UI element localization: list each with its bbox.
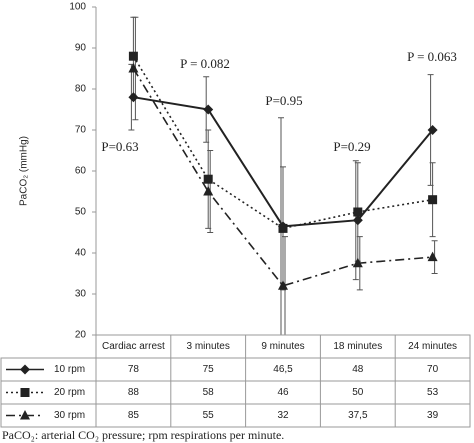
marker [203,186,214,196]
marker [128,63,139,73]
annotation: P=0.63 [101,139,138,154]
table-cell: 32 [277,410,289,421]
legend-marker [20,364,30,375]
table-cell: 78 [128,364,140,375]
y-tick-label: 100 [69,2,86,13]
marker [352,257,363,268]
y-tick-label: 80 [75,84,87,95]
table-cell: 46,5 [273,364,293,375]
marker [203,104,214,115]
marker [428,195,438,205]
marker [278,280,288,290]
y-axis-label: PaCO₂ (mmHg) [19,136,30,206]
caption: PaCO₂: arterial CO₂ pressure; rpm respir… [2,428,284,442]
x-tick-label: Cardiac arrest [102,341,165,352]
table-cell: 50 [352,387,364,398]
marker [128,92,139,103]
annotation: P=0.29 [333,139,370,154]
annotation: P=0.95 [265,93,302,108]
y-tick-label: 70 [75,125,87,136]
y-tick-label: 90 [75,43,87,54]
legend-label: 10 rpm [54,364,85,375]
y-tick-label: 60 [75,166,87,177]
marker [427,251,438,262]
table-cell: 37,5 [348,410,368,421]
marker [128,51,138,61]
x-tick-label: 3 minutes [187,341,230,352]
table-cell: 70 [427,364,439,375]
marker [353,207,363,217]
series-line [132,55,433,230]
legend-label: 20 rpm [54,387,85,398]
legend-marker [20,388,30,397]
table-cell: 46 [277,387,289,398]
y-tick-label: 50 [75,207,87,218]
table-cell: 75 [203,364,215,375]
table-cell: 85 [128,410,140,421]
series-line [132,68,433,287]
legend-marker [20,410,30,420]
legend-label: 30 rpm [54,410,85,421]
x-tick-label: 9 minutes [261,341,304,352]
table-cell: 48 [352,364,364,375]
marker [352,215,363,226]
marker [278,223,288,233]
table-cell: 55 [203,410,215,421]
table-cell: 53 [427,387,439,398]
y-tick-label: 30 [75,289,87,300]
annotation: P = 0.063 [407,49,457,64]
marker [427,125,438,135]
y-tick-label: 40 [75,248,87,259]
y-tick-label: 20 [75,330,87,341]
table-cell: 88 [128,387,140,398]
x-tick-label: 18 minutes [333,341,382,352]
x-tick-label: 24 minutes [408,341,457,352]
marker [203,174,213,184]
table-cell: 58 [203,387,215,398]
annotation: P = 0.082 [180,56,230,71]
table-cell: 39 [427,410,439,421]
